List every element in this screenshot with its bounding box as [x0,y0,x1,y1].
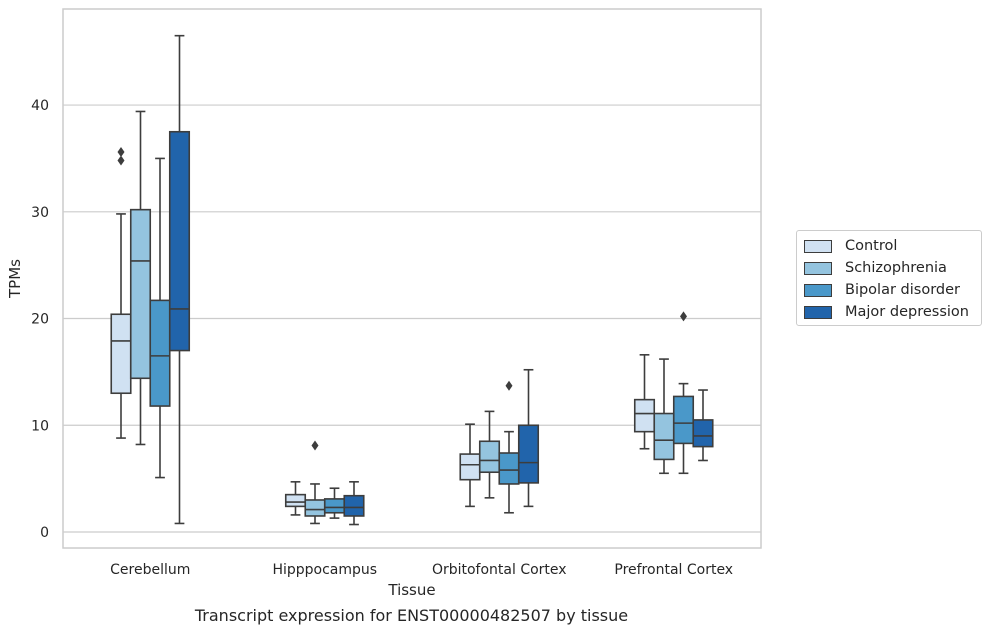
outlier-cerebellum-control [117,147,125,158]
outlier-hipppocampus-schizophrenia [311,440,319,451]
legend-item-bipolar-disorder: Bipolar disorder [804,280,960,300]
legend-label-bipolar-disorder: Bipolar disorder [845,282,960,298]
box-hipppocampus-schizophrenia [304,499,326,517]
x-tick-label: Hipppocampus [272,562,377,578]
box-prefrontal-cortex-bipolar-disorder [672,395,695,445]
box-orbitofontal-cortex-major-depression [517,424,540,484]
legend-swatch-major-depression [804,305,832,319]
box-prefrontal-cortex-major-depression [692,419,714,448]
legend-swatch-control [804,239,832,253]
chart-title: Transcript expression for ENST0000048250… [194,606,629,625]
legend-swatch-schizophrenia [804,261,832,275]
legend-label-major-depression: Major depression [845,304,969,320]
box-prefrontal-cortex-schizophrenia [653,412,675,461]
box-cerebellum-schizophrenia [129,208,152,380]
legend-label-control: Control [845,238,898,254]
box-orbitofontal-cortex-bipolar-disorder [498,452,520,485]
box-cerebellum-bipolar-disorder [149,299,171,407]
outlier-orbitofontal-cortex-bipolar-disorder [505,380,513,391]
y-axis-title: TPMs [6,259,24,299]
legend-item-control: Control [804,236,897,256]
y-tick-label: 0 [40,525,49,541]
legend: Control Schizophrenia Bipolar disorder M… [796,230,982,326]
box-cerebellum-control [110,313,132,395]
box-prefrontal-cortex-control [633,398,656,433]
box-cerebellum-major-depression [168,130,191,352]
x-tick-label: Prefrontal Cortex [614,562,733,578]
box-hipppocampus-major-depression [343,494,365,517]
y-tick-label: 20 [31,312,49,328]
y-tick-label: 40 [31,98,49,114]
y-tick-label: 10 [31,418,49,434]
x-axis-title: Tissue [387,581,435,599]
legend-label-schizophrenia: Schizophrenia [845,260,947,276]
box-orbitofontal-cortex-schizophrenia [478,440,501,474]
plot-frame [62,8,762,549]
box-hipppocampus-control [284,493,307,508]
box-hipppocampus-bipolar-disorder [323,498,346,514]
legend-swatch-bipolar-disorder [804,283,832,297]
y-tick-label: 30 [31,205,49,221]
legend-item-schizophrenia: Schizophrenia [804,258,947,278]
outlier-prefrontal-cortex-bipolar-disorder [680,311,687,322]
x-tick-label: Orbitofontal Cortex [432,562,567,578]
legend-item-major-depression: Major depression [804,302,969,322]
box-orbitofontal-cortex-control [459,453,481,481]
x-tick-label: Cerebellum [110,562,190,578]
outlier-cerebellum-control [117,155,125,166]
